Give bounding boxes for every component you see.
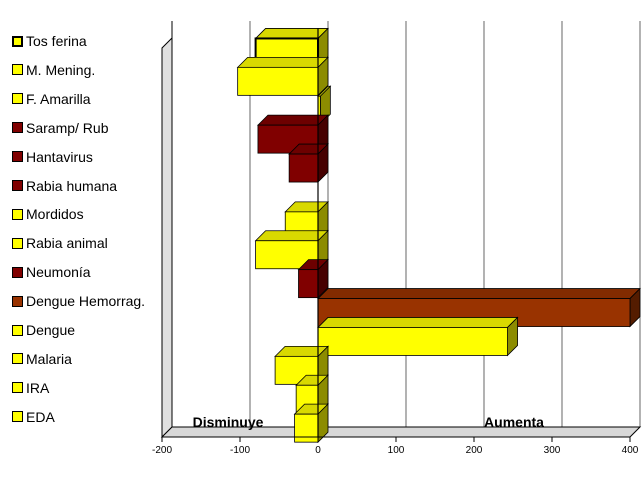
legend-item: F. Amarilla (12, 89, 91, 109)
legend-label: F. Amarilla (26, 90, 91, 107)
legend-item: EDA (12, 407, 55, 427)
legend-item: M. Mening. (12, 60, 95, 80)
legend-swatch (12, 411, 23, 423)
legend-item: Hantavirus (12, 147, 93, 167)
bar-front-face (298, 269, 319, 299)
legend-swatch (12, 122, 23, 134)
legend-swatch (12, 208, 23, 220)
bar (317, 316, 519, 357)
bar-front-face (317, 327, 508, 356)
legend-label: Malaria (26, 350, 72, 367)
bar-front-face (237, 66, 319, 96)
legend-label: IRA (26, 379, 50, 396)
bar (293, 403, 329, 444)
x-tick-label: 400 (622, 445, 639, 456)
plot-left-wall (161, 36, 173, 439)
bar-front-face (288, 153, 319, 183)
legend-item: Rabia humana (12, 176, 117, 196)
legend-item: Dengue Hemorrag. (12, 291, 145, 311)
legend-item: Mordidos (12, 204, 84, 224)
x-tick-label: 200 (466, 445, 483, 456)
legend-label: Saramp/ Rub (26, 119, 109, 136)
legend-swatch (12, 266, 23, 278)
legend-item: Rabia animal (12, 233, 108, 253)
legend-swatch (12, 93, 23, 105)
x-tick-label: 0 (315, 445, 321, 456)
legend-label: Rabia animal (26, 235, 108, 252)
x-tick-label: 100 (388, 445, 405, 456)
bar-front-face (294, 413, 319, 443)
plot-grid (160, 21, 642, 439)
legend-swatch (12, 237, 23, 249)
legend-item: Tos ferina (12, 31, 87, 51)
x-tick-label: -200 (152, 445, 172, 456)
bar-top-face (317, 288, 641, 299)
annotation-disminuye: Disminuye (193, 414, 264, 430)
legend-label: Hantavirus (26, 148, 93, 165)
legend-swatch (12, 382, 23, 394)
legend-item: Malaria (12, 349, 72, 369)
legend-swatch (12, 353, 23, 365)
legend-swatch (12, 295, 23, 307)
bar-top-face (317, 317, 519, 328)
bar-top-face (254, 28, 329, 39)
legend-swatch (12, 64, 23, 76)
legend-label: Mordidos (26, 206, 84, 223)
x-tick-label: -100 (230, 445, 250, 456)
legend-label: EDA (26, 408, 55, 425)
legend-swatch (12, 180, 23, 191)
legend-label: M. Mening. (26, 61, 96, 78)
legend-label: Neumonía (26, 264, 91, 281)
legend-swatch (12, 35, 23, 47)
legend-label: Tos ferina (26, 33, 87, 49)
bar-top-face (254, 230, 329, 242)
bar-top-face (236, 56, 329, 68)
x-axis: -200 -100 0 100 200 300 400 (152, 437, 639, 456)
bar (297, 258, 329, 299)
legend-item: Neumonía (12, 262, 91, 282)
legend-item: Saramp/ Rub (12, 118, 108, 138)
legend-swatch (12, 151, 23, 163)
annotation-aumenta: Aumenta (484, 414, 544, 430)
legend-label: Dengue Hemorrag. (26, 293, 146, 310)
x-tick-label: 300 (544, 445, 561, 456)
bar (236, 56, 329, 97)
legend-label: Dengue (26, 322, 76, 338)
legend-label: Rabia humana (26, 177, 118, 194)
legend-item: IRA (12, 378, 49, 398)
legend-swatch (12, 324, 23, 336)
legend-item: Dengue (12, 320, 75, 340)
bar (288, 143, 329, 184)
